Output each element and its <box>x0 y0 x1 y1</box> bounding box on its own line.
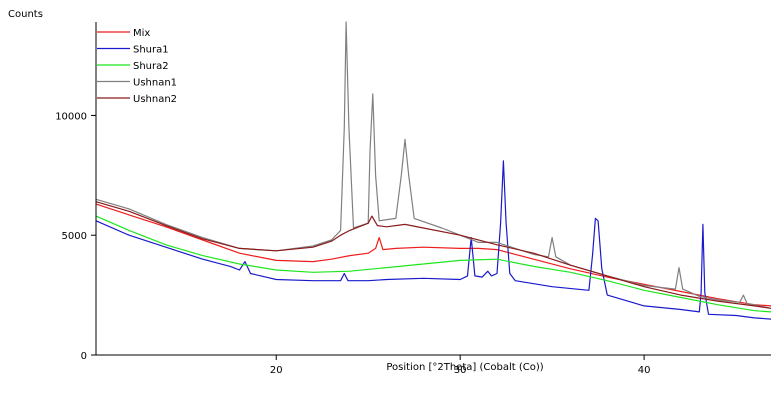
legend-label-shura1: Shura1 <box>133 45 169 56</box>
series-line-ushnan1 <box>95 21 771 309</box>
y-axis-title: Counts <box>8 9 43 20</box>
legend-label-ushnan2: Ushnan2 <box>133 94 177 105</box>
series-line-shura2 <box>95 215 771 313</box>
series-layer <box>95 21 771 320</box>
x-tick-label: 30 <box>454 365 467 376</box>
legend: Mix Shura1 Shura2 Ushnan1 Ushnan2 <box>97 28 177 105</box>
x-tick-label: 20 <box>270 365 283 376</box>
x-axis-title: Position [°2Theta] (Cobalt (Co)) <box>386 362 543 373</box>
legend-label-ushnan1: Ushnan1 <box>133 78 177 89</box>
series-line-ushnan2 <box>95 201 771 309</box>
y-tick-label: 10000 <box>55 111 87 122</box>
y-tick-label: 5000 <box>62 231 87 242</box>
series-line-shura1 <box>95 160 771 320</box>
series-line-mix <box>95 203 771 307</box>
legend-label-mix: Mix <box>133 28 150 39</box>
x-tick-label: 40 <box>638 365 651 376</box>
y-tick-label: 0 <box>81 351 87 362</box>
axis-layer: 0 5000 10000 20 30 40 <box>55 22 771 376</box>
legend-label-shura2: Shura2 <box>133 61 169 72</box>
